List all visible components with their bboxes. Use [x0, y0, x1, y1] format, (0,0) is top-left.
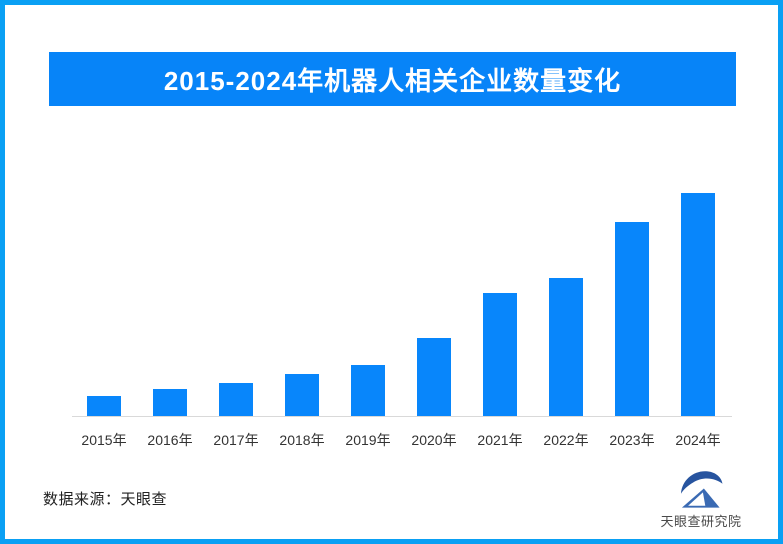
bar-2018年 — [285, 374, 319, 416]
tianyancha-eye-icon — [680, 471, 723, 508]
bar-2017年 — [219, 383, 253, 416]
bar-2022年 — [549, 278, 583, 416]
page-title: 2015-2024年机器人相关企业数量变化 — [163, 65, 622, 96]
x-tick-label: 2018年 — [279, 432, 325, 448]
x-tick-label: 2023年 — [609, 432, 655, 448]
x-tick-label: 2020年 — [411, 432, 457, 448]
logo-label: 天眼查研究院 — [660, 514, 742, 529]
bar-2015年 — [87, 396, 121, 416]
x-axis-labels: 2015年 2016年 2017年 2018年 2019年 2020年 2021年 2022年… — [71, 430, 731, 450]
x-tick-label: 2021年 — [477, 432, 523, 448]
x-axis-line — [72, 416, 732, 417]
publisher-logo: 天眼查研究院 — [643, 468, 759, 530]
bar-2024年 — [681, 193, 715, 416]
bar-2023年 — [615, 222, 649, 416]
x-tick-label: 2016年 — [147, 432, 193, 448]
x-tick-label: 2019年 — [345, 432, 391, 448]
x-tick-label: 2015年 — [81, 432, 127, 448]
x-tick-label: 2017年 — [213, 432, 259, 448]
x-tick-label: 2024年 — [675, 432, 721, 448]
bar-2020年 — [417, 338, 451, 416]
data-source-label: 数据来源：天眼查 — [43, 491, 168, 508]
bars — [87, 176, 715, 416]
chart-title-banner: 2015-2024年机器人相关企业数量变化 — [49, 52, 736, 106]
x-tick-label: 2022年 — [543, 432, 589, 448]
bar-2016年 — [153, 389, 187, 416]
bar-2021年 — [483, 293, 517, 416]
bar-2019年 — [351, 365, 385, 416]
